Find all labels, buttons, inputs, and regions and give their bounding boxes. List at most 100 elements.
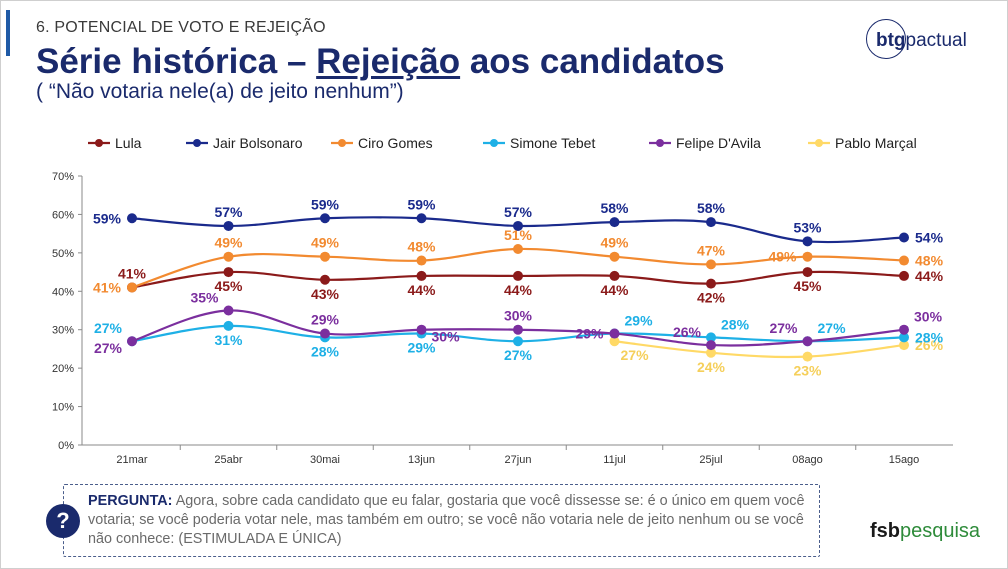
data-label: 29% <box>625 313 654 329</box>
legend-marker <box>490 139 498 147</box>
series-marker <box>416 324 427 335</box>
y-tick-label: 40% <box>52 286 74 298</box>
data-label: 51% <box>504 227 533 243</box>
series-marker <box>609 328 620 339</box>
title-part1: Série histórica – <box>36 42 317 81</box>
data-label: 26% <box>915 337 944 353</box>
fsb-logo-bold: fsb <box>870 520 900 542</box>
series-marker <box>609 217 620 228</box>
data-label: 35% <box>190 290 219 306</box>
page-title: Série histórica – Rejeição aos candidato… <box>36 42 725 82</box>
data-label: 31% <box>214 332 243 348</box>
data-label: 57% <box>214 204 243 220</box>
series-marker <box>706 278 716 289</box>
data-label: 45% <box>214 278 243 294</box>
data-label: 54% <box>915 229 944 245</box>
series-marker <box>127 282 137 293</box>
data-label: 28% <box>915 329 944 345</box>
series-marker <box>513 324 523 335</box>
x-tick-label: 21mar <box>116 454 148 466</box>
series-marker <box>802 336 813 347</box>
data-label: 49% <box>311 235 340 251</box>
legend-label: Simone Tebet <box>510 135 595 151</box>
series-marker <box>223 251 234 262</box>
series-marker <box>416 270 427 281</box>
section-label: 6. POTENCIAL DE VOTO E REJEIÇÃO <box>36 19 326 36</box>
series-marker <box>416 255 427 266</box>
data-label: 59% <box>407 196 436 212</box>
series-marker <box>320 213 330 224</box>
btg-logo-bold: btg <box>876 30 906 51</box>
question-label: PERGUNTA: <box>88 493 173 509</box>
y-tick-label: 0% <box>58 440 74 452</box>
series-marker <box>706 259 716 270</box>
data-label: 44% <box>915 268 944 284</box>
series-marker <box>706 332 716 343</box>
legend-label: Jair Bolsonaro <box>213 135 303 151</box>
page-subtitle: ( “Não votaria nele(a) de jeito nenhum”) <box>36 80 404 103</box>
series-marker <box>320 274 330 285</box>
data-label: 27% <box>504 347 533 363</box>
series-marker <box>802 267 813 278</box>
series-marker <box>899 324 909 335</box>
question-body: Agora, sobre cada candidato que eu falar… <box>88 493 805 547</box>
data-label: 43% <box>311 286 340 302</box>
y-tick-label: 30% <box>52 325 74 337</box>
data-label: 59% <box>93 210 122 226</box>
x-tick-label: 27jun <box>505 454 532 466</box>
data-label: 24% <box>697 359 726 375</box>
data-label: 59% <box>311 196 340 212</box>
title-part2: aos candidatos <box>460 42 725 81</box>
y-tick-label: 50% <box>52 248 74 260</box>
series-marker <box>706 340 716 351</box>
data-label: 47% <box>697 242 726 258</box>
y-tick-label: 10% <box>52 402 74 414</box>
legend-marker <box>815 139 823 147</box>
data-label: 27% <box>94 340 123 356</box>
title-underlined: Rejeição <box>316 42 461 81</box>
data-label: 30% <box>504 308 533 324</box>
y-tick-label: 60% <box>52 209 74 221</box>
data-label: 27% <box>621 347 650 363</box>
x-tick-label: 30mai <box>310 454 340 466</box>
series-marker <box>223 267 234 278</box>
data-label: 57% <box>504 204 533 220</box>
x-tick-label: 25jul <box>699 454 722 466</box>
series-marker <box>320 328 330 339</box>
series-marker <box>899 340 909 351</box>
series-marker <box>223 320 234 331</box>
question-text: PERGUNTA: Agora, sobre cada candidato qu… <box>88 492 813 549</box>
data-label: 41% <box>93 279 122 295</box>
series-marker <box>513 336 523 347</box>
series-marker <box>513 244 523 255</box>
legend-marker <box>193 139 201 147</box>
fsb-logo: fsbpesquisa <box>870 520 980 543</box>
series-marker <box>223 305 234 316</box>
series-marker <box>899 255 909 266</box>
data-label: 27% <box>769 320 798 336</box>
data-label: 27% <box>818 320 847 336</box>
series-marker <box>802 251 813 262</box>
series-marker <box>127 213 137 224</box>
btg-logo: btgpactual <box>876 30 967 52</box>
btg-logo-circle <box>866 19 906 59</box>
series-marker <box>223 220 234 231</box>
data-label: 29% <box>575 326 604 342</box>
data-label: 58% <box>600 200 629 216</box>
series-marker <box>899 270 909 281</box>
data-label: 41% <box>118 265 147 281</box>
legend-label: Pablo Marçal <box>835 135 917 151</box>
x-tick-label: 11jul <box>603 454 625 466</box>
series-marker <box>802 351 813 362</box>
series-marker <box>609 251 620 262</box>
question-icon: ? <box>46 504 80 538</box>
data-label: 30% <box>914 309 943 325</box>
fsb-logo-light: pesquisa <box>900 520 981 542</box>
series-marker <box>320 251 330 262</box>
x-tick-label: 25abr <box>214 454 242 466</box>
data-label: 30% <box>432 329 461 345</box>
series-marker <box>416 213 427 224</box>
data-label: 49% <box>768 249 797 265</box>
data-label: 58% <box>697 200 726 216</box>
data-label: 28% <box>721 316 750 332</box>
